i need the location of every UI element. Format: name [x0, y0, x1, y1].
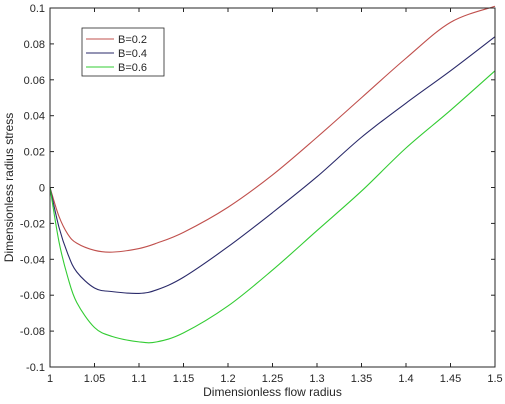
y-tick-label: -0.02 — [20, 218, 45, 230]
x-tick-label: 1 — [47, 373, 53, 385]
legend: B=0.2 B=0.4 B=0.6 — [81, 27, 165, 77]
y-tick-label: 0.06 — [24, 75, 45, 87]
x-axis-label: Dimensionless flow radius — [203, 385, 342, 399]
plot-lines — [49, 5, 496, 344]
x-tick-label: 1.5 — [487, 373, 502, 385]
series-line-1 — [49, 5, 496, 253]
legend-label: B=0.4 — [118, 48, 147, 60]
ticks: 1 1.05 1.1 1.15 1.2 1.25 1.3 1.35 1.4 1.45 1.5 -0.1… — [20, 3, 503, 385]
y-tick-label: -0.06 — [20, 290, 45, 302]
x-tick-label: 1.15 — [173, 373, 194, 385]
x-tick-label: 1.2 — [220, 373, 235, 385]
y-tick-label: -0.04 — [20, 254, 45, 266]
y-tick-label: 0.08 — [24, 39, 45, 51]
x-tick-label: 1.35 — [351, 373, 372, 385]
x-tick-label: 1.05 — [84, 373, 105, 385]
y-tick-label: -0.1 — [26, 362, 45, 374]
series-line-2 — [49, 36, 496, 295]
legend-box — [81, 27, 165, 77]
series-line-3 — [49, 70, 496, 344]
y-axis-label: Dimensionless radius stress — [2, 113, 16, 262]
x-tick-label: 1.4 — [398, 373, 413, 385]
legend-label: B=0.2 — [118, 34, 147, 46]
y-tick-label: 0.02 — [24, 147, 45, 159]
x-tick-label: 1.1 — [131, 373, 146, 385]
y-tick-label: 0.1 — [30, 3, 45, 15]
x-tick-label: 1.3 — [309, 373, 324, 385]
x-tick-label: 1.45 — [440, 373, 461, 385]
x-tick-label: 1.25 — [262, 373, 283, 385]
y-tick-label: -0.08 — [20, 326, 45, 338]
y-tick-label: 0 — [39, 183, 45, 195]
y-tick-label: 0.04 — [24, 111, 45, 123]
legend-label: B=0.6 — [118, 62, 147, 74]
